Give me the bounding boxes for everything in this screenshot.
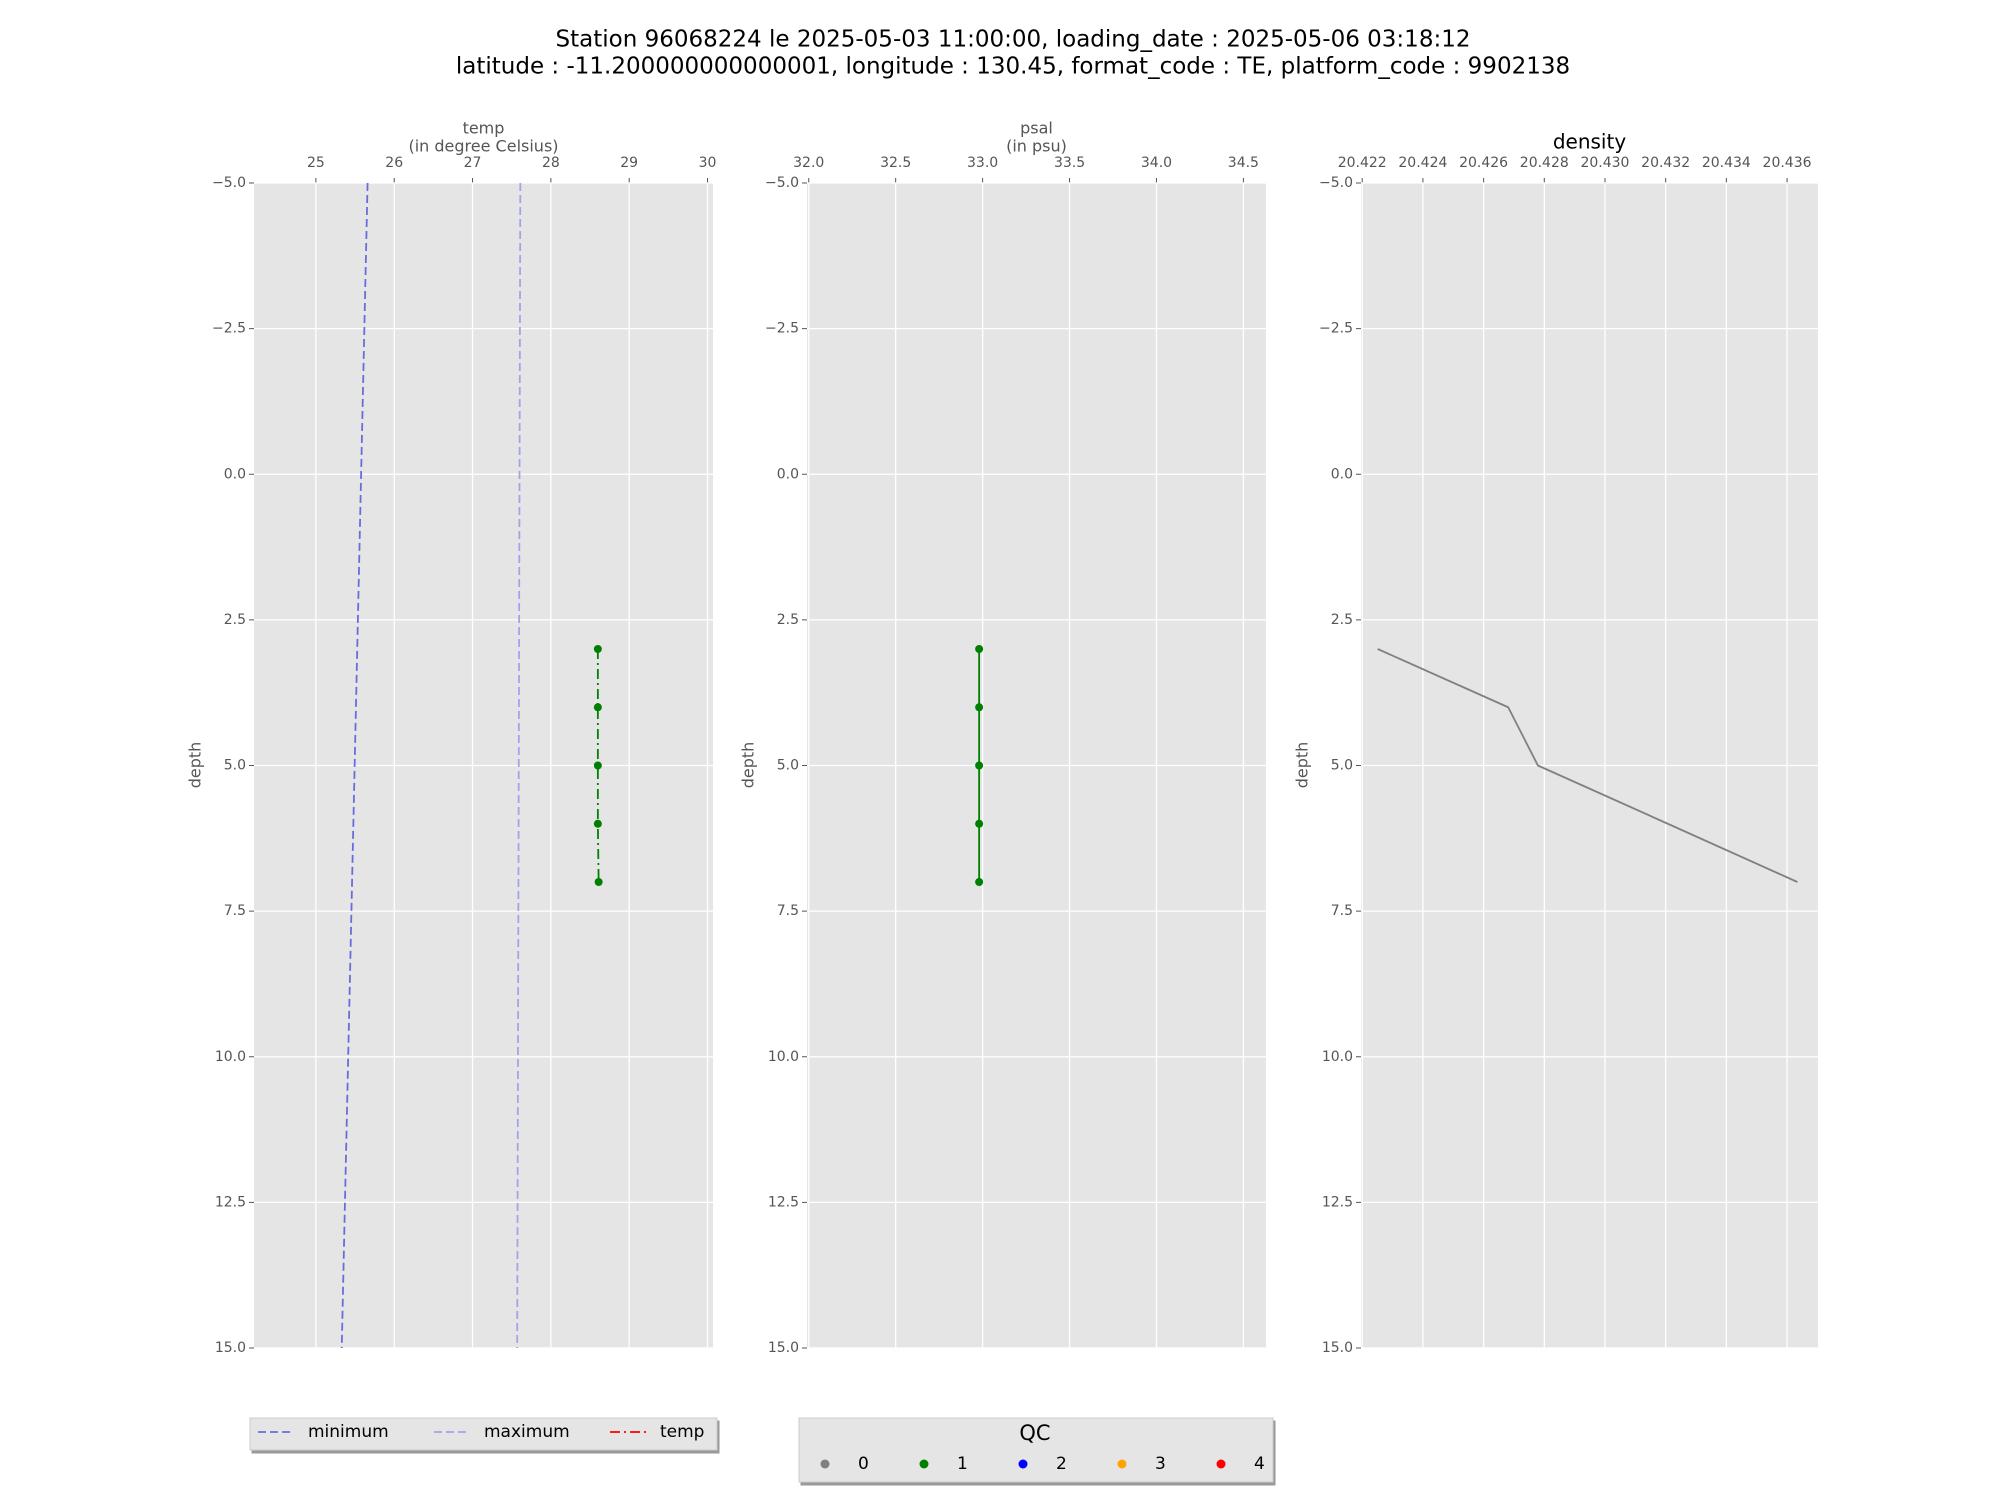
y-tick-label: 2.5 <box>224 612 246 628</box>
y-axis-label: depth <box>186 742 205 789</box>
y-tick-label: 10.0 <box>1322 1049 1353 1065</box>
x-tick-label: 29 <box>620 155 638 171</box>
figure-title: Station 96068224 le 2025-05-03 11:00:00,… <box>556 27 1471 53</box>
data-point <box>975 819 984 828</box>
x-tick-label: 33.0 <box>967 155 998 171</box>
y-tick-label: 7.5 <box>777 903 799 919</box>
x-tick-label: 26 <box>385 155 403 171</box>
data-point <box>975 645 984 653</box>
y-tick-label: 7.5 <box>1331 903 1353 919</box>
qc-swatch <box>1216 1459 1226 1469</box>
y-tick-label: 0.0 <box>224 466 246 482</box>
y-tick-label: −2.5 <box>212 321 246 337</box>
x-tick-label: 33.5 <box>1054 155 1085 171</box>
data-point <box>593 645 602 653</box>
x-tick-label: 20.424 <box>1398 155 1447 171</box>
y-tick-label: 0.0 <box>777 466 799 482</box>
y-tick-label: 2.5 <box>777 612 799 628</box>
y-tick-label: 12.5 <box>215 1194 246 1210</box>
y-tick-label: 10.0 <box>768 1049 799 1065</box>
qc-swatch <box>1018 1459 1028 1469</box>
profile-line <box>340 182 369 1349</box>
qc-swatch <box>919 1459 929 1469</box>
y-tick-label: −2.5 <box>1319 321 1353 337</box>
qc-label: 0 <box>858 1454 869 1474</box>
qc-label: 2 <box>1056 1454 1067 1474</box>
x-tick-label: 32.5 <box>880 155 911 171</box>
x-axis-label: psal <box>1020 119 1053 138</box>
x-tick-label: 20.432 <box>1641 155 1690 171</box>
y-tick-label: 10.0 <box>215 1049 246 1065</box>
qc-legend-box <box>798 1417 1274 1483</box>
y-tick-label: 15.0 <box>768 1340 799 1356</box>
x-tick-label: 20.422 <box>1338 155 1387 171</box>
data-point <box>593 703 602 712</box>
profile-line <box>596 649 600 883</box>
x-tick-label: 20.434 <box>1702 155 1751 171</box>
y-axis-label: depth <box>1293 742 1312 789</box>
y-tick-label: 0.0 <box>1331 466 1353 482</box>
y-axis-label: depth <box>739 742 758 789</box>
x-tick-label: 25 <box>307 155 325 171</box>
x-tick-label: 34.0 <box>1141 155 1172 171</box>
y-tick-label: 5.0 <box>777 758 799 774</box>
data-point <box>593 761 602 770</box>
y-tick-label: 15.0 <box>215 1340 246 1356</box>
qc-label: 1 <box>957 1454 968 1474</box>
y-tick-label: −5.0 <box>212 175 246 191</box>
legend-label: minimum <box>308 1422 389 1442</box>
qc-swatch <box>1117 1459 1127 1469</box>
x-axis-label: temp <box>463 119 505 138</box>
y-tick-label: 15.0 <box>1322 1340 1353 1356</box>
panel-title: density <box>1553 130 1626 154</box>
profile-line <box>1377 648 1798 883</box>
y-tick-label: 5.0 <box>1331 758 1353 774</box>
x-tick-label: 20.430 <box>1580 155 1629 171</box>
data-point <box>975 761 984 770</box>
x-tick-label: 32.0 <box>793 155 824 171</box>
data-point <box>593 819 602 828</box>
data-point <box>975 703 984 712</box>
qc-label: 3 <box>1155 1454 1166 1474</box>
figure-subtitle: latitude : -11.200000000000001, longitud… <box>456 54 1570 80</box>
x-axis-label: (in psu) <box>1006 137 1067 156</box>
legend-label: maximum <box>484 1422 570 1442</box>
x-tick-label: 20.436 <box>1763 155 1812 171</box>
data-point <box>594 878 603 886</box>
y-tick-label: −2.5 <box>765 321 799 337</box>
x-tick-label: 20.426 <box>1459 155 1508 171</box>
x-axis-label: (in degree Celsius) <box>408 137 558 156</box>
y-tick-label: 5.0 <box>224 758 246 774</box>
y-tick-label: −5.0 <box>1319 175 1353 191</box>
y-tick-label: 12.5 <box>1322 1194 1353 1210</box>
profile-line <box>516 182 522 1349</box>
y-tick-label: 7.5 <box>224 903 246 919</box>
y-tick-label: −5.0 <box>765 175 799 191</box>
y-tick-label: 2.5 <box>1331 612 1353 628</box>
y-tick-label: 12.5 <box>768 1194 799 1210</box>
x-tick-label: 34.5 <box>1228 155 1259 171</box>
qc-swatch <box>820 1459 830 1469</box>
qc-legend-title: QC <box>1019 1421 1050 1445</box>
x-tick-label: 28 <box>542 155 560 171</box>
legend-box <box>249 1417 718 1451</box>
qc-label: 4 <box>1254 1454 1265 1474</box>
x-tick-label: 20.428 <box>1520 155 1569 171</box>
legend-label: temp <box>660 1422 704 1442</box>
data-point <box>975 878 984 886</box>
x-tick-label: 30 <box>699 155 717 171</box>
x-tick-label: 27 <box>464 155 482 171</box>
